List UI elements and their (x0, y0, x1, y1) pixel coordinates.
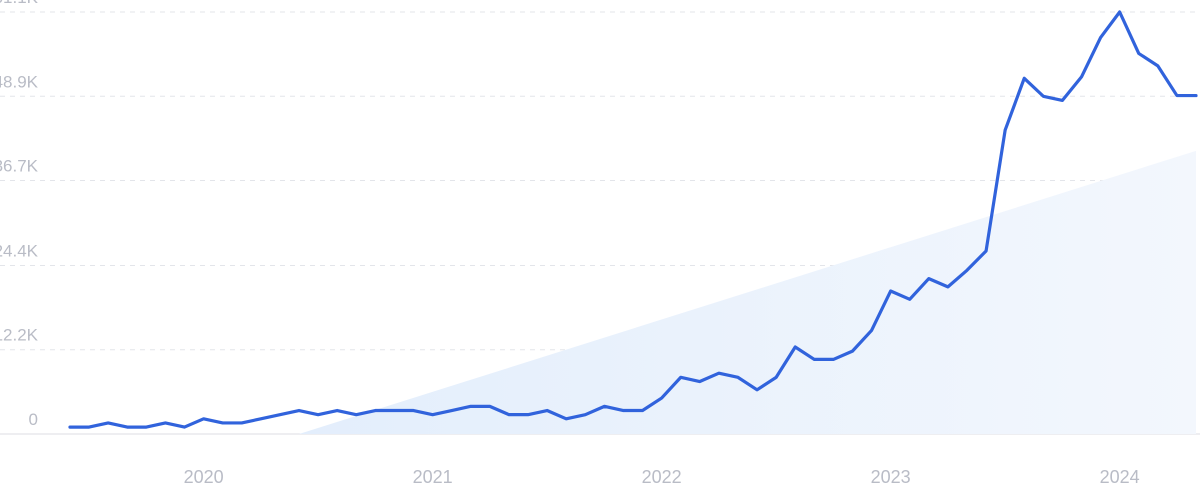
x-tick-label: 2021 (413, 467, 453, 487)
x-tick-label: 2024 (1100, 467, 1140, 487)
x-tick-label: 2022 (642, 467, 682, 487)
x-tick-label: 2020 (184, 467, 224, 487)
trend-area (299, 150, 1196, 434)
y-tick-label: 0 (29, 410, 38, 429)
y-axis-tick-labels: 0 12.2K 24.4K 36.7K 48.9K 61.1K (0, 0, 39, 429)
trend-area-shape (299, 150, 1196, 434)
y-tick-label: 36.7K (0, 157, 39, 176)
y-tick-label: 24.4K (0, 241, 39, 260)
series-lines (68, 10, 1198, 429)
series-line (68, 10, 1198, 429)
x-tick-label: 2023 (871, 467, 911, 487)
y-tick-label: 48.9K (0, 72, 39, 91)
x-axis-tick-labels: 2020 2021 2022 2023 2024 (184, 467, 1140, 487)
y-tick-label: 12.2K (0, 326, 39, 345)
y-tick-label: 61.1K (0, 0, 39, 7)
